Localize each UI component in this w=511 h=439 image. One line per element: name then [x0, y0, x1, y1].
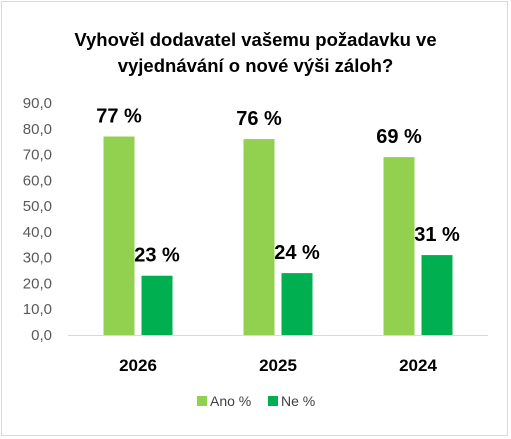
y-tick-label: 30,0: [23, 250, 52, 267]
legend: Ano % Ne %: [197, 393, 315, 409]
data-label: 76 %: [236, 108, 282, 130]
y-axis: 0,0 10,0 20,0 30,0 40,0 50,0 60,0 70,0 80,0 90,0: [23, 95, 52, 344]
data-labels: 77 % 23 % 76 % 24 % 69 % 31 %: [96, 106, 460, 267]
chart-title-line-1: Vyhověl dodavatel vašemu požadavku ve: [74, 29, 437, 50]
y-tick-label: 20,0: [23, 275, 52, 292]
bar-2025-ano: [243, 139, 275, 335]
bar-2026-ne: [141, 275, 173, 335]
bar-2026-ano: [103, 136, 135, 335]
bar-2025-ne: [281, 273, 313, 335]
y-tick-label: 70,0: [23, 147, 52, 164]
y-tick-label: 80,0: [23, 121, 52, 138]
y-tick-label: 0,0: [31, 327, 52, 344]
chart-title: Vyhověl dodavatel vašemu požadavku ve vy…: [0, 27, 511, 79]
data-label: 24 %: [274, 242, 320, 264]
bar-2024-ne: [421, 255, 453, 335]
y-tick-label: 50,0: [23, 198, 52, 215]
legend-swatch: [268, 396, 278, 406]
y-tick-label: 10,0: [23, 301, 52, 318]
data-label: 69 %: [376, 126, 422, 148]
x-axis: 2026 2025 2024: [68, 335, 488, 375]
bars: [103, 136, 453, 335]
x-category-label: 2024: [399, 356, 437, 375]
bar-2024-ano: [383, 157, 415, 335]
y-tick-label: 90,0: [23, 95, 52, 112]
x-category-label: 2026: [119, 356, 157, 375]
data-label: 77 %: [96, 106, 142, 128]
y-tick-label: 60,0: [23, 172, 52, 189]
data-label: 31 %: [414, 224, 460, 246]
x-category-label: 2025: [259, 356, 297, 375]
legend-label: Ne %: [281, 393, 315, 409]
y-tick-label: 40,0: [23, 224, 52, 241]
legend-label: Ano %: [210, 393, 251, 409]
chart-title-line-2: vyjednávání o nové výši záloh?: [117, 55, 394, 76]
data-label: 23 %: [134, 245, 180, 267]
legend-swatch: [197, 396, 207, 406]
